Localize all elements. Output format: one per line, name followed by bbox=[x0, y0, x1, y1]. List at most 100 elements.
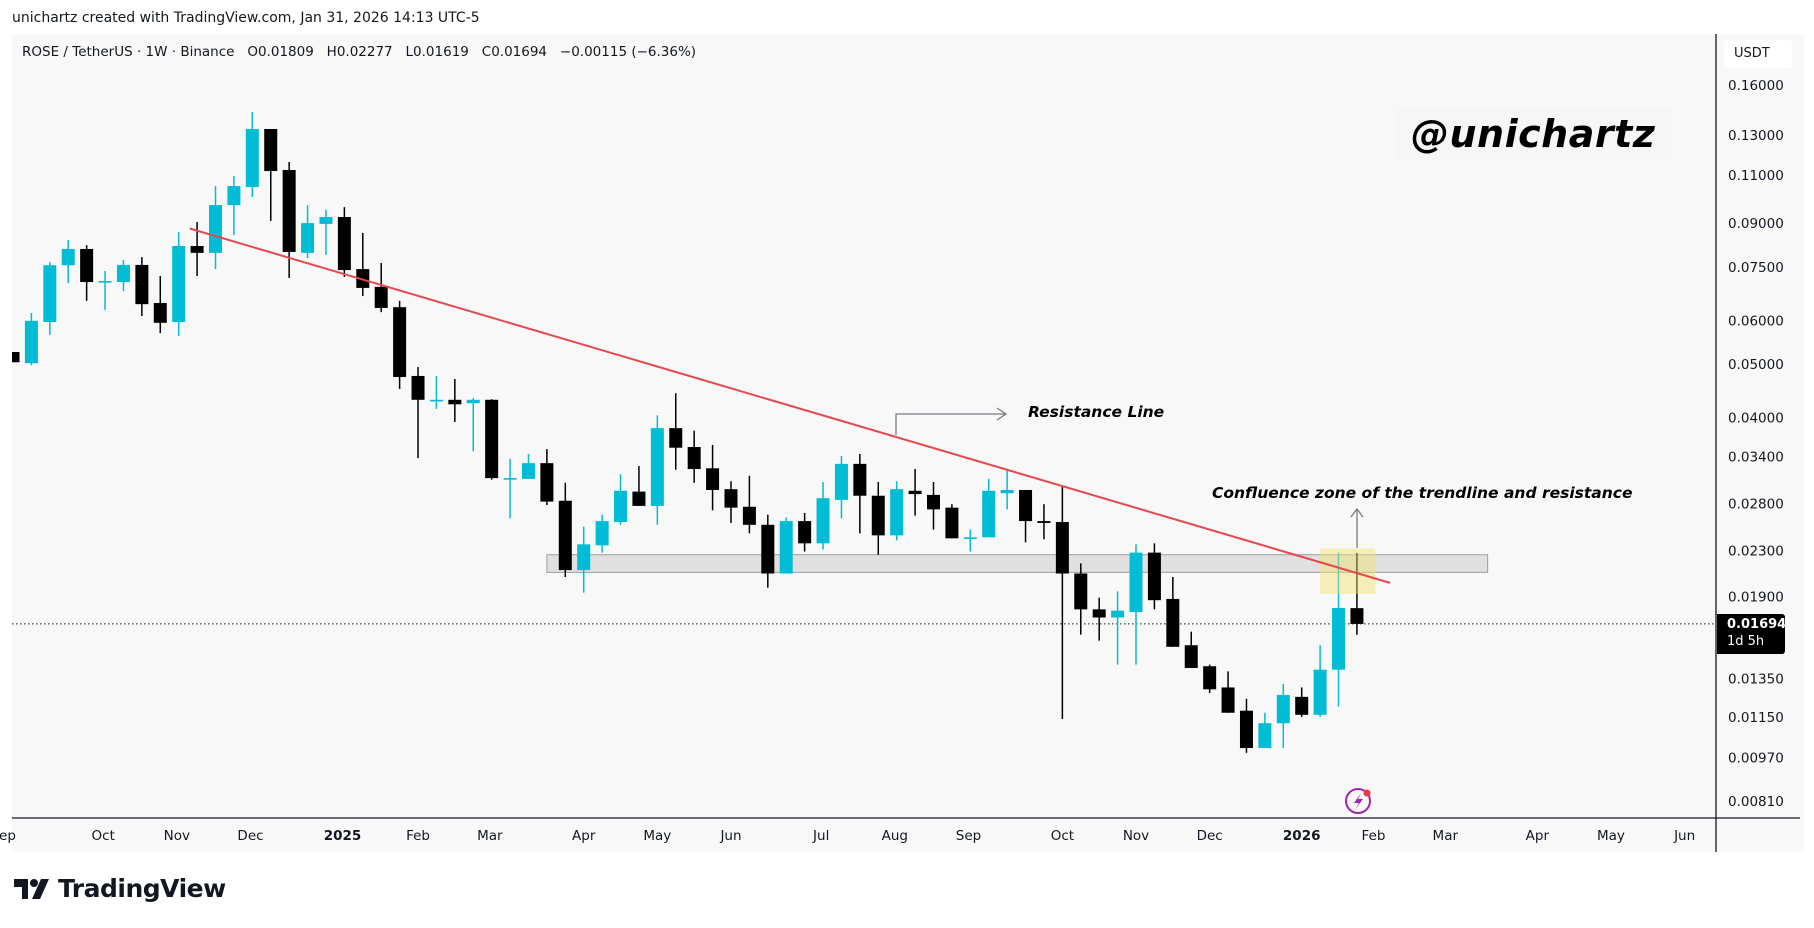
price-tick-label: 0.01350 bbox=[1728, 671, 1784, 687]
candle-body bbox=[1019, 489, 1033, 522]
candle-body bbox=[356, 269, 370, 288]
candle bbox=[871, 482, 885, 555]
lightning-event-icon[interactable] bbox=[1345, 788, 1371, 814]
candle bbox=[1147, 543, 1161, 610]
tradingview-logo[interactable]: TradingView bbox=[14, 874, 226, 903]
candle bbox=[503, 458, 517, 519]
price-tick-label: 0.01900 bbox=[1728, 589, 1784, 605]
candle bbox=[540, 449, 554, 506]
candle bbox=[706, 445, 720, 511]
candle bbox=[982, 478, 996, 538]
legend-open: O0.01809 bbox=[247, 44, 314, 60]
time-tick-label: Oct bbox=[1051, 828, 1074, 844]
time-tick-label: Sep bbox=[956, 828, 981, 844]
candle bbox=[245, 111, 259, 198]
lightning-bolt bbox=[1354, 793, 1363, 810]
candle-body bbox=[448, 399, 462, 405]
candle bbox=[135, 257, 149, 317]
event-circle bbox=[1345, 788, 1371, 814]
price-tick-label: 0.09000 bbox=[1728, 216, 1784, 232]
price-tick-label: 0.02800 bbox=[1728, 496, 1784, 512]
price-tick-label: 0.13000 bbox=[1728, 128, 1784, 144]
candle bbox=[301, 205, 315, 259]
symbol-legend: ROSE / TetherUS · 1W · Binance O0.01809 … bbox=[22, 44, 696, 60]
candle bbox=[319, 209, 333, 255]
candle bbox=[172, 232, 186, 337]
last-price-value: 0.01694 bbox=[1727, 617, 1787, 632]
candle bbox=[1000, 469, 1014, 510]
candle bbox=[908, 469, 922, 516]
candle-body bbox=[1147, 552, 1161, 601]
legend-symbol[interactable]: ROSE / TetherUS · 1W · Binance bbox=[22, 44, 235, 60]
candle-body bbox=[724, 489, 738, 508]
candle-body bbox=[24, 320, 38, 364]
candle bbox=[61, 239, 75, 284]
candle bbox=[1239, 698, 1253, 753]
candle bbox=[761, 514, 775, 588]
candle bbox=[153, 275, 167, 334]
candle-body bbox=[1276, 694, 1290, 724]
time-tick-label: Apr bbox=[1526, 828, 1550, 844]
candle bbox=[724, 481, 738, 523]
candle-body bbox=[485, 399, 499, 479]
legend-change: −0.00115 (−6.36%) bbox=[559, 44, 697, 60]
candle-body bbox=[1221, 687, 1235, 713]
tradingview-wordmark: TradingView bbox=[58, 874, 226, 903]
candle-body bbox=[337, 217, 351, 271]
time-tick-label: ep bbox=[0, 828, 16, 844]
axes: 0.16000 0.13000 0.11000 0.09000 0.07500 0.060… bbox=[0, 34, 1800, 852]
candle-body bbox=[393, 307, 407, 377]
candle bbox=[1184, 631, 1198, 668]
candle-body bbox=[429, 399, 443, 402]
candle bbox=[209, 186, 223, 270]
price-tick-label: 0.06000 bbox=[1728, 313, 1784, 329]
candle-body bbox=[963, 537, 977, 539]
candle bbox=[1350, 552, 1364, 635]
candle-body bbox=[1111, 610, 1125, 618]
candle-body bbox=[411, 375, 425, 400]
time-tick-label: Feb bbox=[406, 828, 430, 844]
candle bbox=[393, 300, 407, 389]
chart-frame bbox=[12, 34, 1804, 852]
time-tick-label: Dec bbox=[237, 828, 263, 844]
candle-body bbox=[1184, 645, 1198, 668]
candle-body bbox=[1092, 609, 1106, 618]
candle-body bbox=[319, 217, 333, 224]
candle bbox=[1203, 664, 1217, 694]
time-tick-label: Feb bbox=[1362, 828, 1386, 844]
candle-body bbox=[1258, 723, 1272, 749]
candle bbox=[632, 466, 646, 506]
candle-body bbox=[595, 521, 609, 546]
candle bbox=[1332, 552, 1346, 707]
candle-body bbox=[301, 223, 315, 253]
candles bbox=[12, 111, 1364, 753]
candle-body bbox=[945, 507, 959, 539]
candle bbox=[1166, 576, 1180, 647]
candle-body bbox=[1074, 573, 1088, 610]
time-tick-label: 2026 bbox=[1283, 828, 1321, 844]
time-tick-label: Aug bbox=[882, 828, 908, 844]
candle-body bbox=[1055, 522, 1069, 574]
candle bbox=[1037, 504, 1051, 540]
confluence-zone-label: Confluence zone of the trendline and res… bbox=[1212, 484, 1633, 502]
candle-body bbox=[816, 498, 830, 544]
candle-body bbox=[282, 169, 296, 252]
candle-body bbox=[742, 506, 756, 525]
candle bbox=[448, 379, 462, 422]
candle bbox=[264, 128, 278, 221]
candle-body bbox=[908, 490, 922, 495]
candle bbox=[1092, 597, 1106, 641]
candle bbox=[650, 415, 664, 525]
candle bbox=[1074, 563, 1088, 635]
candle bbox=[577, 526, 591, 593]
currency-button[interactable]: USDT bbox=[1724, 40, 1792, 68]
tradingview-logo-icon bbox=[14, 878, 49, 899]
candle bbox=[466, 398, 480, 452]
candle bbox=[337, 207, 351, 277]
time-tick-label: May bbox=[1597, 828, 1625, 844]
candle bbox=[282, 161, 296, 278]
candle bbox=[687, 430, 701, 483]
candle-body bbox=[1166, 598, 1180, 647]
confluence-arrow-head bbox=[1350, 507, 1364, 518]
